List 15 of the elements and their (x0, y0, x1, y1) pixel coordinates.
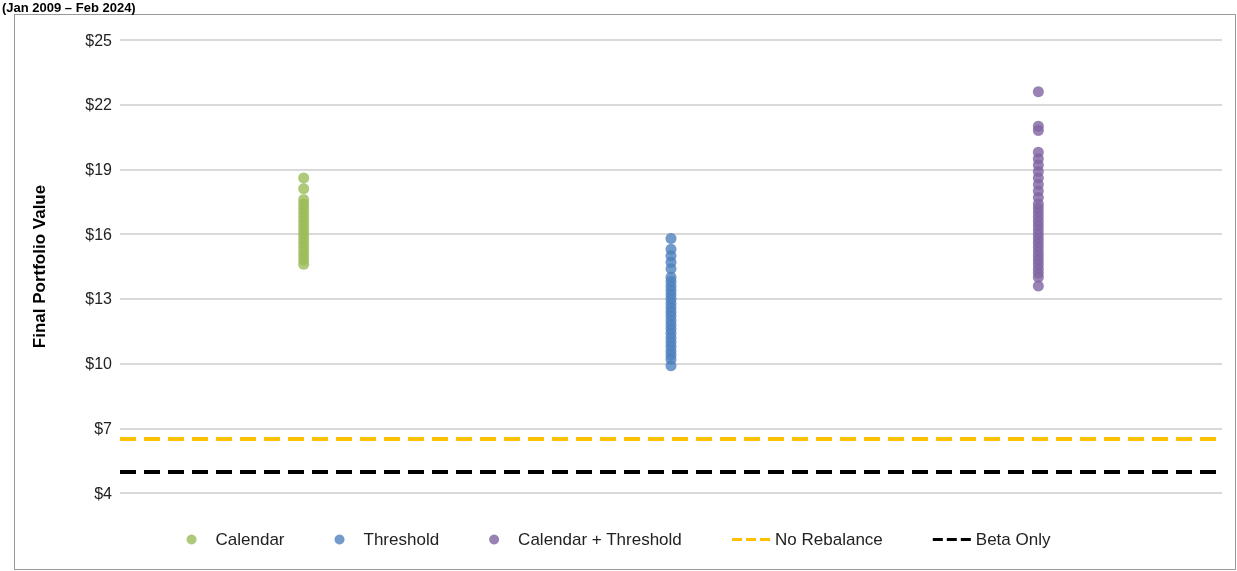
legend-label: No Rebalance (775, 530, 883, 549)
y-tick-label: $22 (85, 96, 113, 114)
y-tick-label: $13 (85, 290, 113, 308)
chart-subtitle: (Jan 2009 – Feb 2024) (2, 0, 136, 15)
y-tick-label: $7 (94, 419, 113, 437)
y-tick-label: $19 (85, 160, 113, 178)
y-tick-label: $25 (85, 31, 113, 49)
y-axis-title: Final Portfolio Value (30, 184, 49, 349)
legend-label: Beta Only (975, 530, 1051, 549)
y-tick-label: $4 (94, 484, 113, 502)
y-tick-label: $16 (85, 225, 113, 243)
y-tick-label: $10 (85, 355, 113, 373)
legend-label: Calendar (215, 530, 285, 549)
legend-label: Threshold (363, 530, 440, 549)
legend-label: Calendar + Threshold (518, 530, 682, 549)
